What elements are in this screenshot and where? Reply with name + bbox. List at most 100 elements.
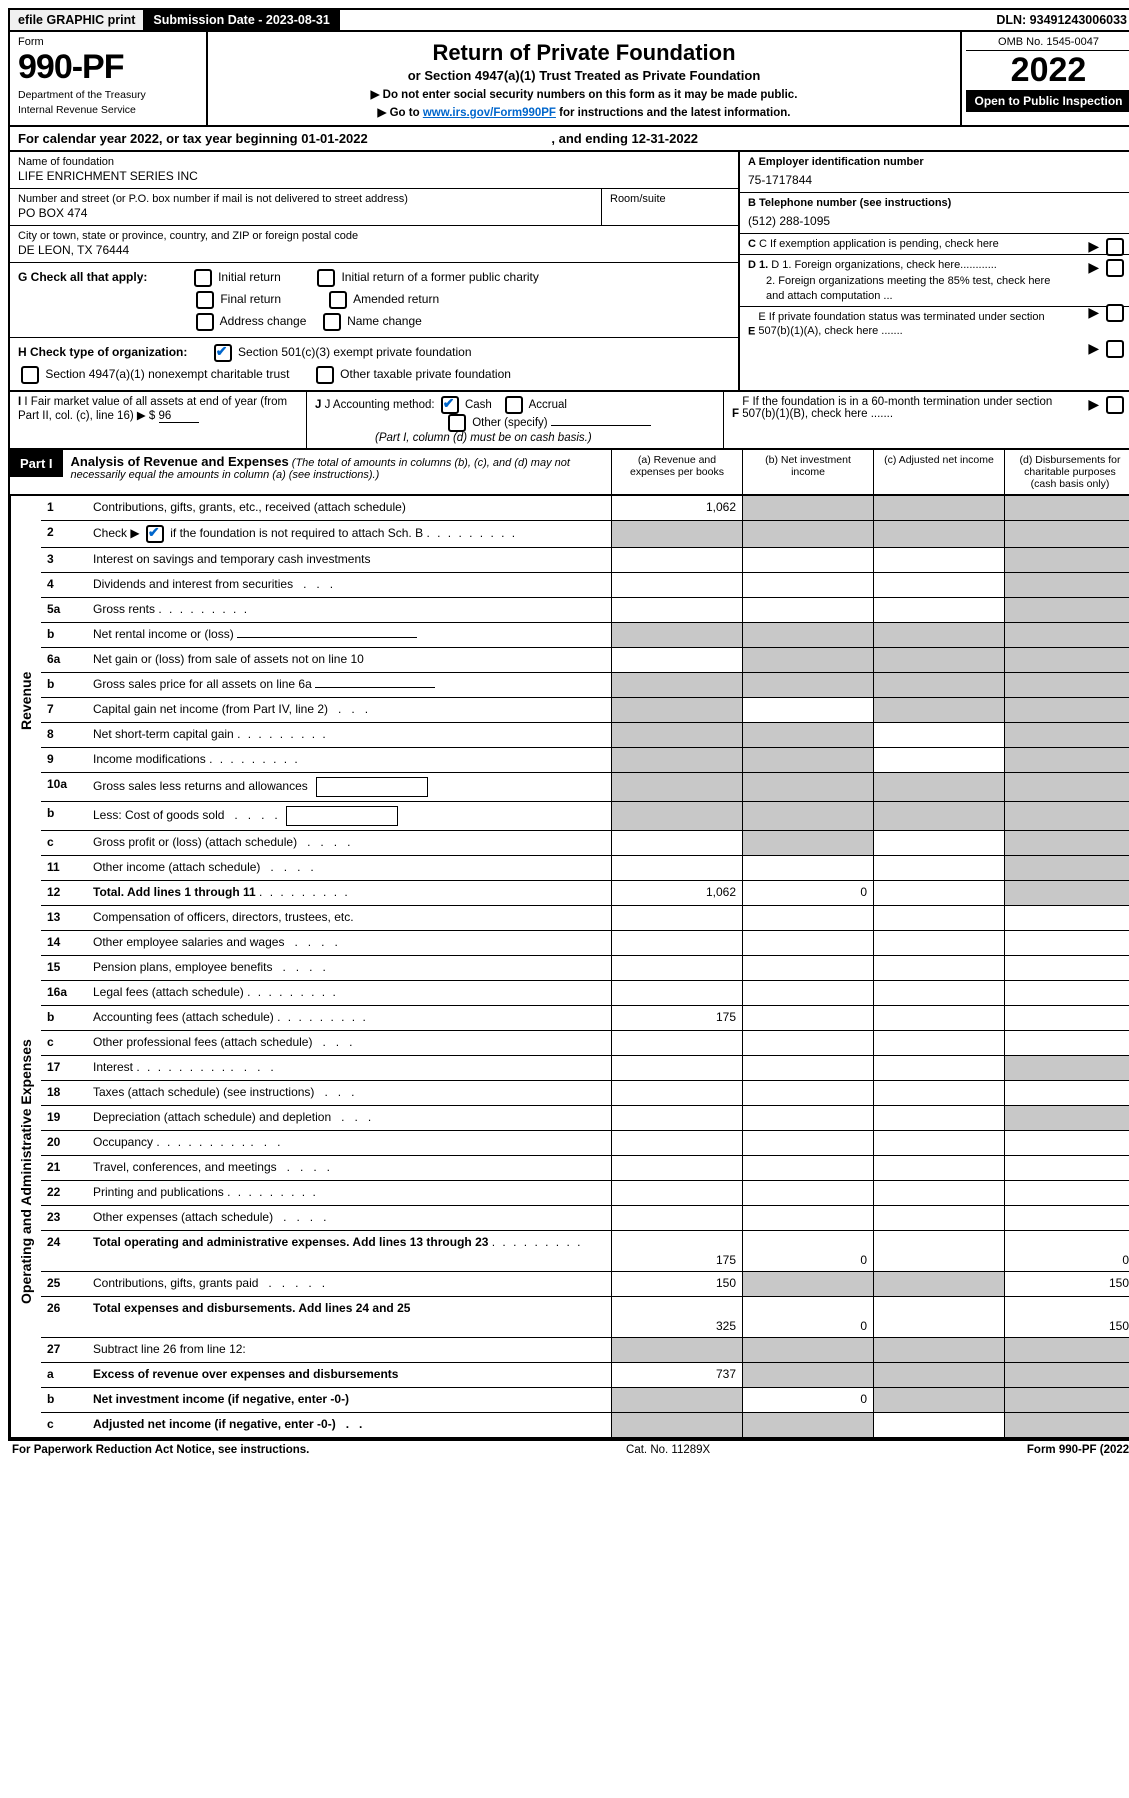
checkbox-cash[interactable] (441, 396, 459, 414)
ein-value: 75-1717844 (748, 173, 1127, 189)
line-20: 20Occupancy . . . (41, 1131, 1129, 1156)
form-title: Return of Private Foundation (228, 40, 940, 66)
line-27a-col-a: 737 (611, 1363, 742, 1387)
instruction-2: ▶ Go to www.irs.gov/Form990PF for instru… (228, 105, 940, 119)
checkbox-exemption-pending[interactable] (1106, 238, 1124, 256)
checkbox-final-return[interactable] (196, 291, 214, 309)
checkbox-initial-return[interactable] (194, 269, 212, 287)
city-cell: City or town, state or province, country… (10, 226, 738, 263)
line-12-col-a: 1,062 (611, 881, 742, 905)
line-10a: 10aGross sales less returns and allowanc… (41, 773, 1129, 802)
line-27a: aExcess of revenue over expenses and dis… (41, 1363, 1129, 1388)
line-27c: cAdjusted net income (if negative, enter… (41, 1413, 1129, 1437)
checkbox-address-change[interactable] (196, 313, 214, 331)
arrow-icon: ▶ (1088, 237, 1127, 256)
line-27b: bNet investment income (if negative, ent… (41, 1388, 1129, 1413)
checkbox-85pct-test[interactable] (1106, 304, 1124, 322)
line-24-col-a: 175 (611, 1231, 742, 1271)
line-10b: bLess: Cost of goods sold . . . . (41, 802, 1129, 831)
info-grid: Name of foundation LIFE ENRICHMENT SERIE… (8, 152, 1129, 392)
line-24: 24Total operating and administrative exp… (41, 1231, 1129, 1272)
line-16c: cOther professional fees (attach schedul… (41, 1031, 1129, 1056)
line-22: 22Printing and publications (41, 1181, 1129, 1206)
section-j: J J Accounting method: Cash Accrual Othe… (307, 392, 724, 448)
part1-title: Analysis of Revenue and Expenses (The to… (63, 450, 611, 494)
section-g-row: G Check all that apply: Initial return I… (10, 263, 738, 338)
form-label: Form (18, 36, 198, 48)
line-16b-col-a: 175 (611, 1006, 742, 1030)
line-6b: bGross sales price for all assets on lin… (41, 673, 1129, 698)
submission-date: Submission Date - 2023-08-31 (145, 10, 339, 30)
top-bar: efile GRAPHIC print Submission Date - 20… (8, 8, 1129, 32)
city-state-zip: DE LEON, TX 76444 (18, 243, 129, 257)
line-11: 11Other income (attach schedule) . . . . (41, 856, 1129, 881)
line-27b-col-b: 0 (742, 1388, 873, 1412)
footer-paperwork: For Paperwork Reduction Act Notice, see … (12, 1444, 309, 1456)
section-e-cell: E E If private foundation status was ter… (740, 307, 1129, 342)
line-23: 23Other expenses (attach schedule) . . .… (41, 1206, 1129, 1231)
part1-label: Part I (10, 450, 63, 477)
col-c-header: (c) Adjusted net income (873, 450, 1004, 494)
efile-print-button[interactable]: efile GRAPHIC print (10, 10, 145, 30)
irs-link[interactable]: www.irs.gov/Form990PF (423, 107, 556, 119)
street-address-cell: Number and street (or P.O. box number if… (10, 189, 602, 225)
header-center: Return of Private Foundation or Section … (208, 32, 962, 125)
expenses-side-label: Operating and Administrative Expenses (10, 906, 41, 1437)
line-24-col-d: 0 (1004, 1231, 1129, 1271)
header-left: Form 990-PF Department of the Treasury I… (10, 32, 208, 125)
revenue-side-label: Revenue (10, 496, 41, 906)
checkbox-sch-b[interactable] (146, 525, 164, 543)
checkbox-other-taxable[interactable] (316, 366, 334, 384)
info-right: A Employer identification number 75-1717… (740, 152, 1129, 390)
section-h-row: H Check type of organization: Section 50… (10, 338, 738, 390)
form-subtitle: or Section 4947(a)(1) Trust Treated as P… (228, 68, 940, 83)
expense-rows: 13Compensation of officers, directors, t… (41, 906, 1129, 1437)
tax-year: 2022 (966, 51, 1129, 90)
dept-treasury: Department of the Treasury (18, 89, 198, 102)
phone-value: (512) 288-1095 (748, 214, 1127, 230)
arrow-icon: ▶ (1088, 396, 1127, 414)
checkbox-status-terminated[interactable] (1106, 340, 1124, 358)
line-8: 8Net short-term capital gain (41, 723, 1129, 748)
line-27: 27Subtract line 26 from line 12: (41, 1338, 1129, 1363)
col-a-header: (a) Revenue and expenses per books (611, 450, 742, 494)
line-10c: cGross profit or (loss) (attach schedule… (41, 831, 1129, 856)
checkbox-60month[interactable] (1106, 396, 1124, 414)
checkbox-amended-return[interactable] (329, 291, 347, 309)
info-left: Name of foundation LIFE ENRICHMENT SERIE… (10, 152, 740, 390)
foundation-name-cell: Name of foundation LIFE ENRICHMENT SERIE… (10, 152, 738, 189)
line-6a: 6aNet gain or (loss) from sale of assets… (41, 648, 1129, 673)
line-3: 3Interest on savings and temporary cash … (41, 548, 1129, 573)
line-21: 21Travel, conferences, and meetings . . … (41, 1156, 1129, 1181)
checkbox-name-change[interactable] (323, 313, 341, 331)
arrow-icon: ▶ (1088, 339, 1127, 358)
revenue-rows: 1 Contributions, gifts, grants, etc., re… (41, 496, 1129, 906)
line-26-col-b: 0 (742, 1297, 873, 1337)
street-address: PO BOX 474 (18, 206, 87, 220)
line-16a: 16aLegal fees (attach schedule) (41, 981, 1129, 1006)
line-26: 26Total expenses and disbursements. Add … (41, 1297, 1129, 1338)
footer-cat-no: Cat. No. 11289X (626, 1444, 710, 1456)
line-7: 7Capital gain net income (from Part IV, … (41, 698, 1129, 723)
checkbox-other-method[interactable] (448, 414, 466, 432)
checkbox-4947[interactable] (21, 366, 39, 384)
checkbox-501c3[interactable] (214, 344, 232, 362)
col-b-header: (b) Net investment income (742, 450, 873, 494)
checkbox-accrual[interactable] (505, 396, 523, 414)
foundation-name: LIFE ENRICHMENT SERIES INC (18, 169, 198, 183)
checkbox-foreign-org[interactable] (1106, 259, 1124, 277)
line-16b: bAccounting fees (attach schedule) 175 (41, 1006, 1129, 1031)
checkbox-initial-former[interactable] (317, 269, 335, 287)
ein-cell: A Employer identification number 75-1717… (740, 152, 1129, 193)
calendar-year-row: For calendar year 2022, or tax year begi… (8, 127, 1129, 152)
arrow-icon: ▶ (1088, 258, 1127, 277)
line-18: 18Taxes (attach schedule) (see instructi… (41, 1081, 1129, 1106)
instruction-1: ▶ Do not enter social security numbers o… (228, 87, 940, 101)
line-13: 13Compensation of officers, directors, t… (41, 906, 1129, 931)
section-i: I I Fair market value of all assets at e… (10, 392, 307, 448)
header-right: OMB No. 1545-0047 2022 Open to Public In… (962, 32, 1129, 125)
page-footer: For Paperwork Reduction Act Notice, see … (8, 1439, 1129, 1459)
dln-number: DLN: 93491243006033 (988, 10, 1129, 30)
section-f: F F If the foundation is in a 60-month t… (724, 392, 1129, 448)
line-5a: 5aGross rents (41, 598, 1129, 623)
